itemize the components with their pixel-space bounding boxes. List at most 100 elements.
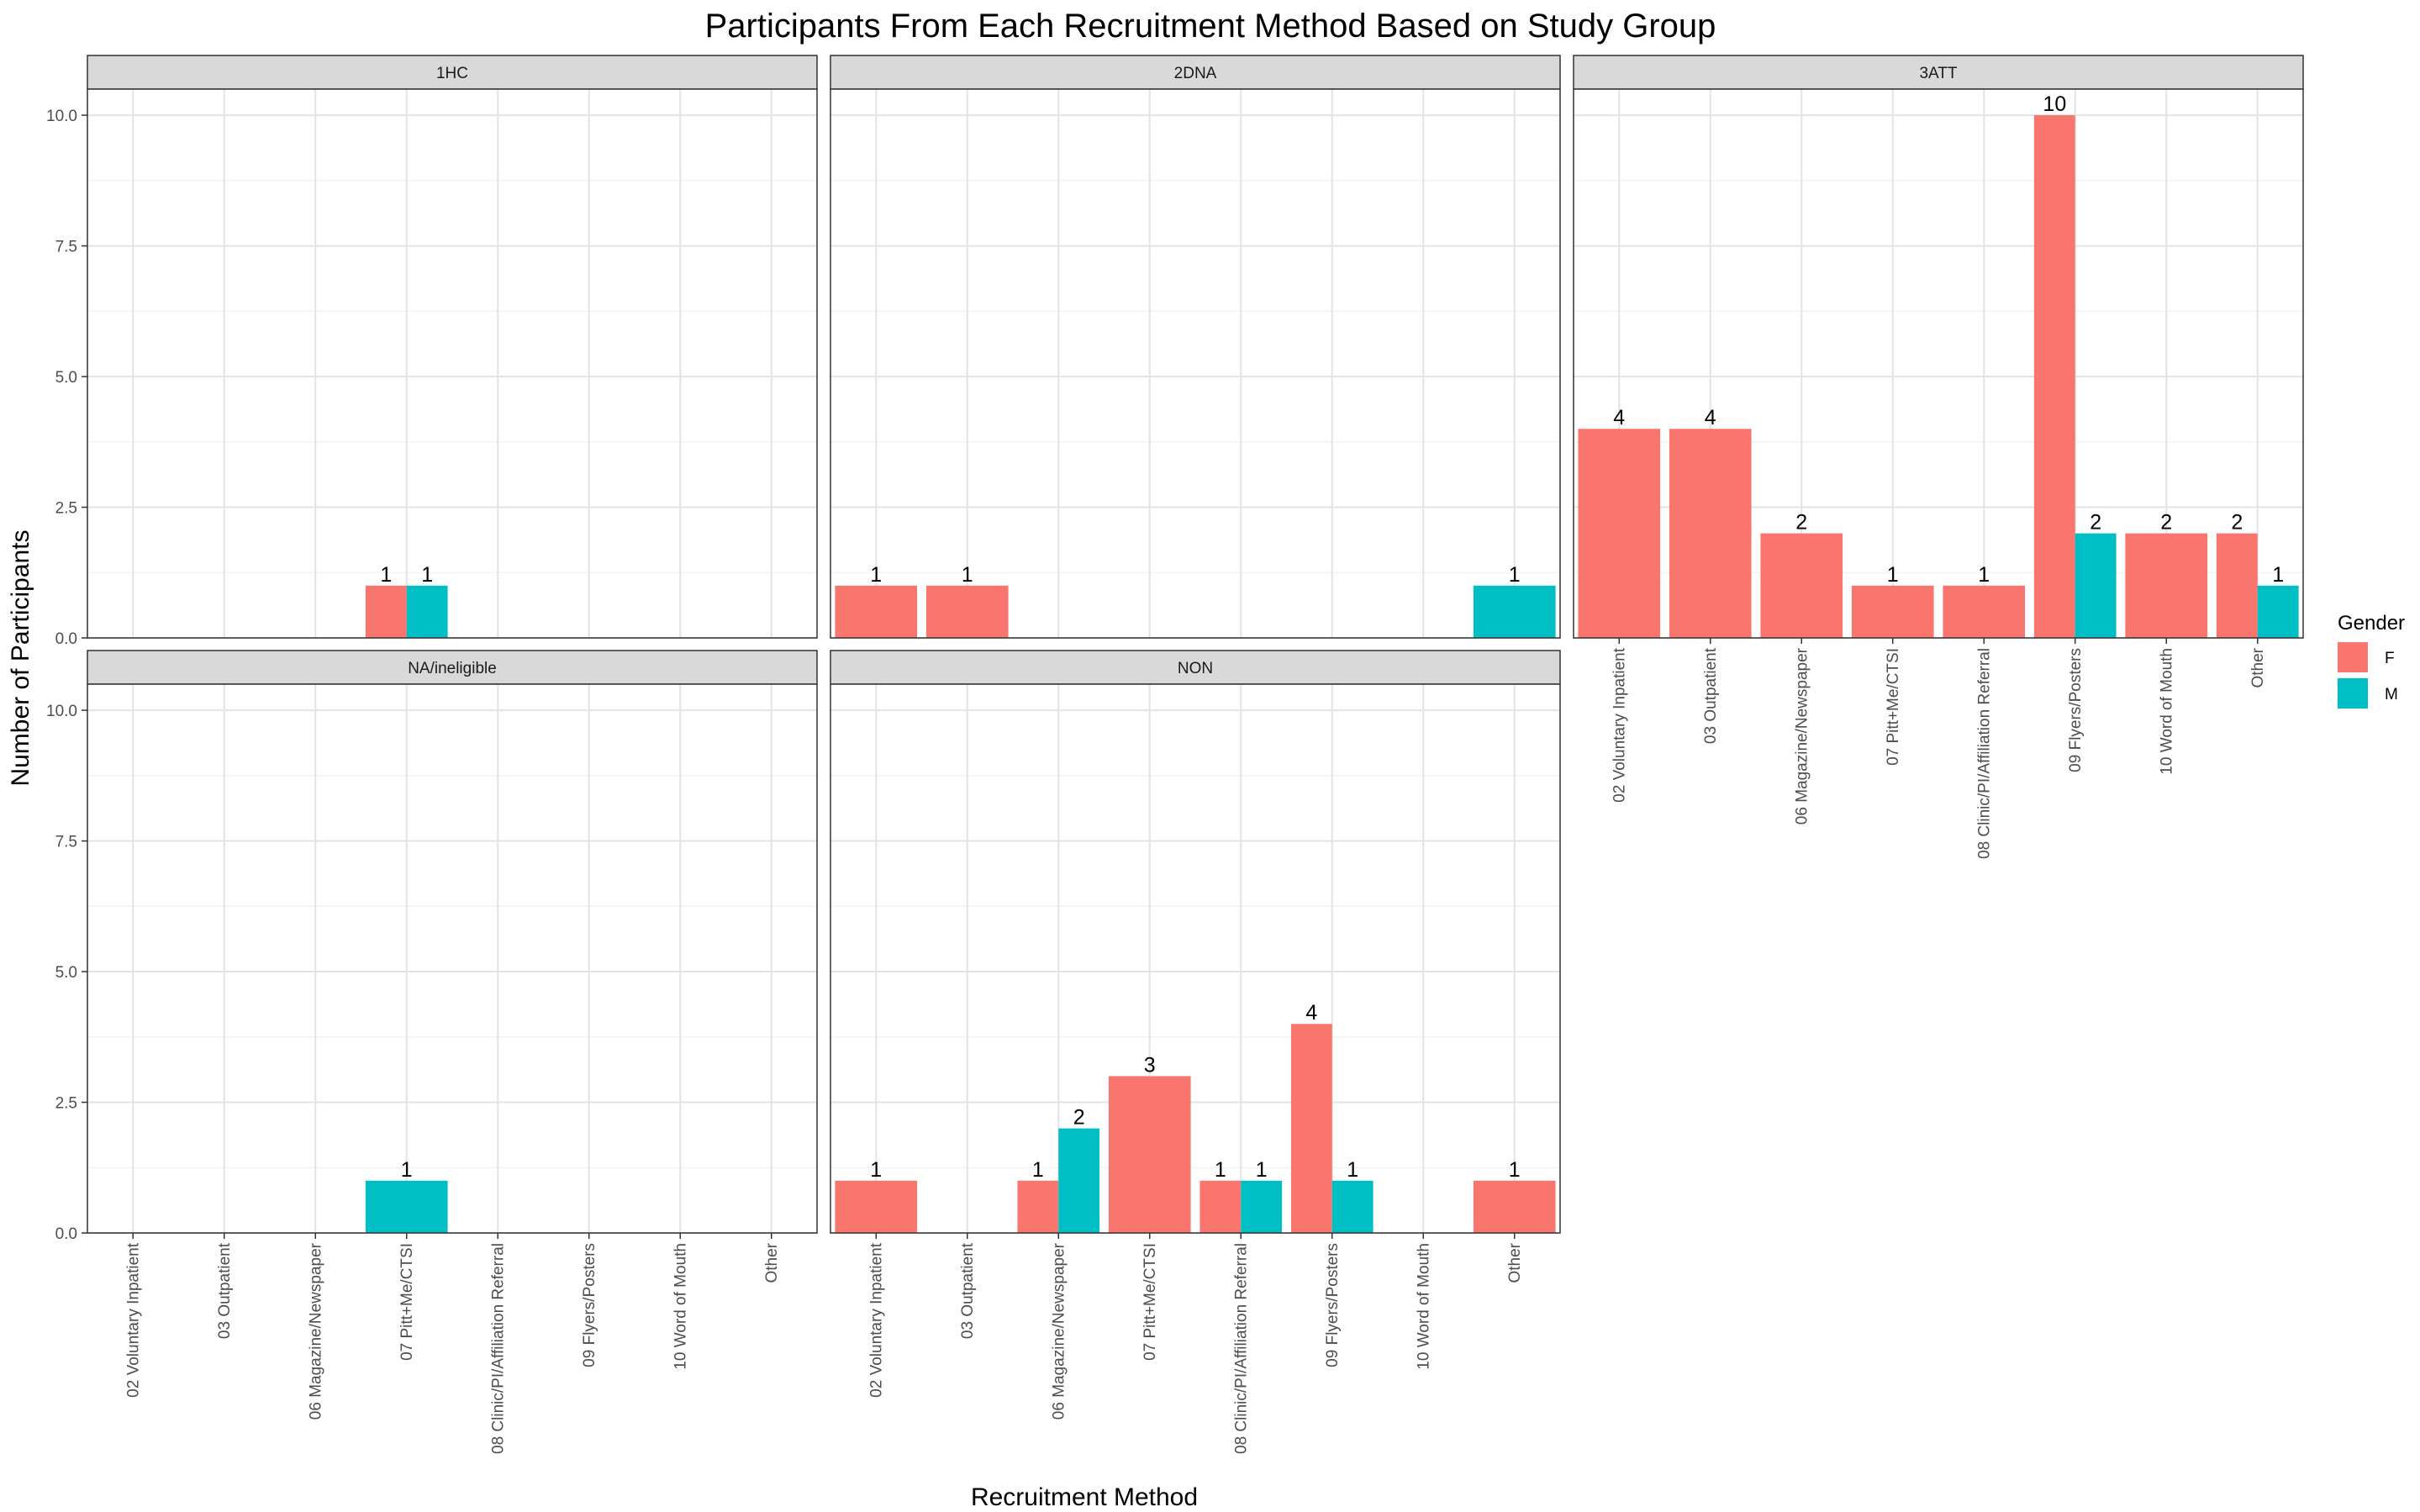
y-tick-label: 10.0 (46, 108, 77, 125)
data-label: 4 (1305, 1001, 1317, 1025)
legend-label-f: F (2385, 650, 2395, 667)
bar-07-pitt-me-ctsi-m (406, 585, 448, 638)
x-tick-label: 08 Clinic/PI/Affiliation Referral (489, 1243, 507, 1454)
facet-strip-label: NA/ineligible (408, 660, 497, 677)
legend-swatch-f (2338, 642, 2368, 672)
data-label: 4 (1613, 406, 1625, 429)
panel-background (87, 684, 817, 1233)
bar-other-f (1473, 1180, 1556, 1233)
bar-09-flyers-posters-f (1290, 1024, 1332, 1233)
data-label: 1 (1887, 563, 1899, 587)
panel-border (87, 88, 818, 639)
data-label: 1 (1347, 1158, 1358, 1182)
data-label: 1 (870, 563, 882, 587)
bar-06-magazine-newspaper-m (1058, 1128, 1100, 1233)
data-label: 1 (1032, 1158, 1044, 1182)
data-label: 1 (380, 563, 392, 587)
y-tick-label: 5.0 (55, 369, 77, 387)
legend-label-m: M (2385, 686, 2398, 703)
panel-background (87, 89, 817, 638)
bar-07-pitt-me-ctsi-f (365, 585, 407, 638)
legend-title: Gender (2338, 612, 2405, 635)
facet-strip-label: 3ATT (1919, 65, 1957, 82)
y-tick-label: 2.5 (55, 1095, 77, 1113)
data-label: 4 (1705, 406, 1716, 429)
data-label: 2 (1795, 511, 1807, 535)
data-label: 2 (1073, 1106, 1085, 1130)
facet-strip (87, 650, 818, 685)
bar-other-m (1473, 585, 1556, 638)
x-tick-label: 09 Flyers/Posters (581, 1243, 598, 1367)
data-label: 2 (2231, 511, 2243, 535)
x-tick-label: Other (1506, 1242, 1524, 1283)
data-label: 1 (401, 1158, 413, 1182)
panel-na-ineligible: NA/ineligible 0.0 2.5 5.0 7.5 10.0 1 02 Volunta… (46, 650, 818, 1454)
x-tick-label: 10 Word of Mouth (2158, 648, 2175, 775)
data-label: 10 (2043, 92, 2066, 116)
bar-08-clinic-pi-affiliation-referral-f (1943, 585, 2026, 638)
x-tick-label: 07 Pitt+Me/CTSI (1141, 1243, 1159, 1361)
bar-08-clinic-pi-affiliation-referral-m (1241, 1180, 1283, 1233)
bar-09-flyers-posters-m (1331, 1180, 1373, 1233)
data-label: 1 (1978, 563, 1990, 587)
chart-title: Participants From Each Recruitment Metho… (705, 8, 1716, 45)
panel-border (830, 88, 1561, 639)
y-tick-label: 7.5 (55, 239, 77, 256)
data-label: 1 (421, 563, 433, 587)
data-label: 1 (1215, 1158, 1226, 1182)
data-label: 2 (2160, 511, 2172, 535)
panel-background (830, 684, 1560, 1233)
data-label: 1 (2272, 563, 2284, 587)
facet-strip (830, 55, 1561, 90)
bar-07-pitt-me-ctsi-m (365, 1180, 448, 1233)
bar-09-flyers-posters-f (2033, 115, 2075, 639)
x-tick-label: 09 Flyers/Posters (1324, 1243, 1342, 1367)
x-tick-label: 06 Magazine/Newspaper (1793, 647, 1811, 824)
bar-09-flyers-posters-m (2075, 533, 2117, 638)
y-tick-label: 7.5 (55, 834, 77, 851)
data-label: 1 (870, 1158, 882, 1182)
y-tick-label: 2.5 (55, 500, 77, 518)
facet-strip-label: 2DNA (1174, 65, 1217, 82)
x-tick-label: 03 Outpatient (959, 1242, 977, 1339)
bar-02-voluntary-inpatient-f (1578, 429, 1661, 638)
legend-swatch-m (2338, 678, 2368, 709)
x-tick-label: 08 Clinic/PI/Affiliation Referral (1975, 648, 1993, 859)
facet-strip (87, 55, 818, 90)
y-tick-label: 0.0 (55, 1225, 77, 1243)
bar-02-voluntary-inpatient-f (835, 585, 918, 638)
bar-10-word-of-mouth-f (2125, 533, 2208, 638)
x-tick-label: 06 Magazine/Newspaper (307, 1242, 324, 1420)
data-label: 1 (1509, 1158, 1521, 1182)
legend: Gender F M (2338, 612, 2405, 709)
facet-strip (830, 650, 1561, 685)
x-tick-label: Other (2249, 647, 2267, 688)
data-label: 2 (2090, 511, 2101, 535)
x-tick-label: 02 Voluntary Inpatient (124, 1242, 142, 1398)
facet-strip-label: NON (1178, 660, 1213, 677)
bar-other-m (2257, 585, 2299, 638)
x-tick-label: 07 Pitt+Me/CTSI (398, 1243, 416, 1361)
x-tick-label: 10 Word of Mouth (672, 1243, 689, 1370)
x-tick-label: 02 Voluntary Inpatient (1611, 647, 1628, 803)
data-label: 1 (962, 563, 973, 587)
x-tick-label: 09 Flyers/Posters (2067, 648, 2085, 772)
bar-other-f (2216, 533, 2258, 638)
x-tick-label: 03 Outpatient (1702, 647, 1720, 744)
data-label: 3 (1144, 1053, 1156, 1077)
bar-02-voluntary-inpatient-f (835, 1180, 918, 1233)
y-tick-label: 5.0 (55, 964, 77, 982)
panel-1hc: 1HC 0.0 2.5 5.0 7.5 10.0 1 1 (46, 55, 818, 648)
x-tick-label: 10 Word of Mouth (1415, 1243, 1432, 1370)
x-tick-label: Other (763, 1242, 781, 1283)
panel-2dna: 2DNA 1 1 1 (830, 55, 1561, 639)
bar-06-magazine-newspaper-f (1017, 1180, 1059, 1233)
bar-07-pitt-me-ctsi-f (1851, 585, 1934, 638)
panel-border (830, 683, 1561, 1234)
facet-strip (1573, 55, 2304, 90)
y-tick-label: 0.0 (55, 630, 77, 648)
bar-07-pitt-me-ctsi-f (1108, 1076, 1191, 1233)
y-tick-label: 10.0 (46, 703, 77, 720)
